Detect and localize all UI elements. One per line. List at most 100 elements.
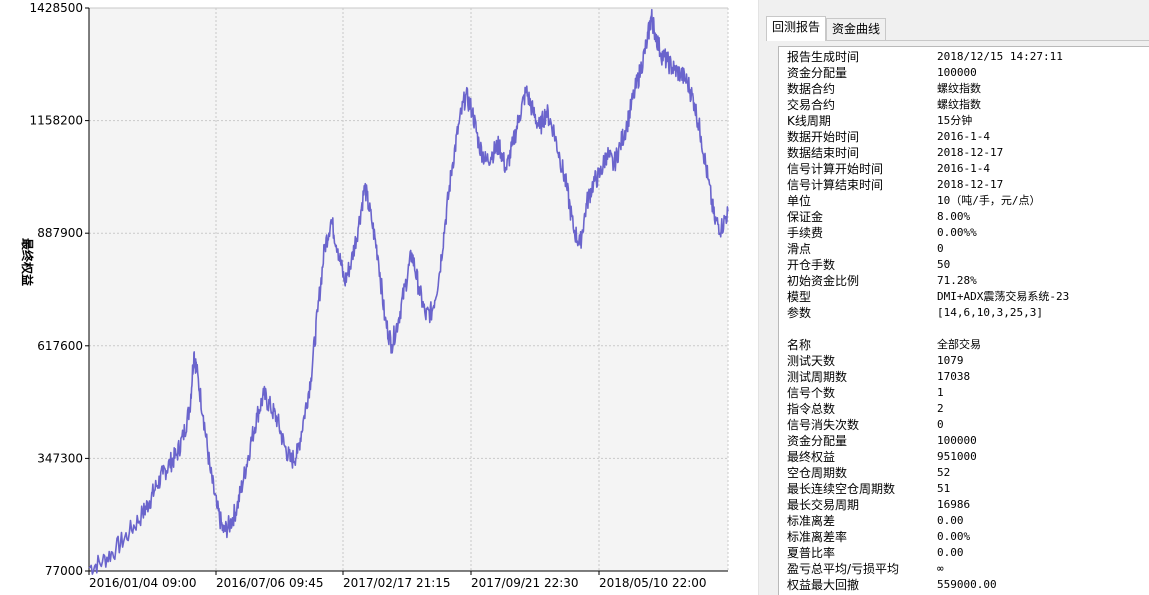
report-value: DMI+ADX震荡交易系统-23 bbox=[937, 290, 1070, 303]
report-row: 信号个数 1 bbox=[787, 385, 1149, 401]
panel-splitter[interactable] bbox=[758, 0, 763, 595]
report-row: 数据合约 螺纹指数 bbox=[787, 81, 1149, 97]
x-tick-label: 2016/07/06 09:45 bbox=[216, 576, 324, 590]
report-value: 0 bbox=[937, 242, 944, 255]
report-value: 951000 bbox=[937, 450, 977, 463]
report-key: 名称 bbox=[787, 338, 812, 352]
report-row: 最长交易周期 16986 bbox=[787, 497, 1149, 513]
report-value: 100000 bbox=[937, 66, 977, 79]
report-row bbox=[787, 321, 1149, 337]
report-row: 滑点 0 bbox=[787, 241, 1149, 257]
report-row: 资金分配量 100000 bbox=[787, 65, 1149, 81]
report-key: 空仓周期数 bbox=[787, 466, 848, 480]
x-tick-label: 2017/02/17 21:15 bbox=[343, 576, 451, 590]
report-key: 测试周期数 bbox=[787, 370, 848, 384]
report-row: 初始资金比例 71.28% bbox=[787, 273, 1149, 289]
report-value: 100000 bbox=[937, 434, 977, 447]
report-row: K线周期 15分钟 bbox=[787, 113, 1149, 129]
report-row: 单位 10（吨/手，元/点） bbox=[787, 193, 1149, 209]
report-value: 全部交易 bbox=[937, 338, 981, 351]
report-key: 资金分配量 bbox=[787, 434, 848, 448]
report-row: 保证金 8.00% bbox=[787, 209, 1149, 225]
report-row: 报告生成时间 2018/12/15 14:27:11 bbox=[787, 49, 1149, 65]
equity-chart: 1428500 1158200 887900 617600 347300 77000 201… bbox=[20, 1, 729, 590]
report-value: 2 bbox=[937, 402, 944, 415]
plot-area bbox=[89, 8, 728, 571]
report-value: 2016-1-4 bbox=[937, 130, 990, 143]
y-tick-label: 347300 bbox=[37, 451, 83, 465]
report-key: 数据合约 bbox=[787, 82, 836, 96]
report-key: 指令总数 bbox=[787, 402, 836, 416]
report-row: 权益最大回撤 559000.00 bbox=[787, 577, 1149, 593]
report-value: 51 bbox=[937, 482, 951, 495]
report-row: 测试周期数 17038 bbox=[787, 369, 1149, 385]
report-key: 手续费 bbox=[787, 226, 824, 240]
tab-equity-curve[interactable]: 资金曲线 bbox=[826, 18, 887, 40]
report-row: 数据开始时间 2016-1-4 bbox=[787, 129, 1149, 145]
report-value: 1079 bbox=[937, 354, 964, 367]
report-value: 52 bbox=[937, 466, 951, 479]
report-key: 夏普比率 bbox=[787, 546, 836, 560]
report-value: 15分钟 bbox=[937, 114, 973, 127]
report-key: 信号消失次数 bbox=[787, 418, 860, 432]
report-row: 夏普比率 0.00 bbox=[787, 545, 1149, 561]
report-list[interactable]: 报告生成时间 2018/12/15 14:27:11 资金分配量 100000 数据合约… bbox=[778, 46, 1149, 595]
report-key: 数据开始时间 bbox=[787, 130, 860, 144]
report-key: 参数 bbox=[787, 306, 812, 320]
y-tick-label: 1428500 bbox=[30, 1, 83, 15]
report-row: 标准离差 0.00 bbox=[787, 513, 1149, 529]
report-value: 2016-1-4 bbox=[937, 162, 990, 175]
report-row: 开仓手数 50 bbox=[787, 257, 1149, 273]
report-row: 指令总数 2 bbox=[787, 401, 1149, 417]
report-value: 螺纹指数 bbox=[937, 98, 981, 111]
tab-backtest-report[interactable]: 回测报告 bbox=[766, 16, 827, 41]
equity-chart-panel: 1428500 1158200 887900 617600 347300 77000 201… bbox=[20, 1, 729, 590]
report-key: 信号计算开始时间 bbox=[787, 162, 884, 176]
report-row: 标准离差率 0.00% bbox=[787, 529, 1149, 545]
report-value: 10（吨/手，元/点） bbox=[937, 194, 1041, 207]
report-key: 权益最大回撤 bbox=[787, 578, 860, 592]
tab-divider bbox=[766, 40, 1149, 41]
report-key: 开仓手数 bbox=[787, 258, 836, 272]
x-tick-label: 2017/09/21 22:30 bbox=[471, 576, 579, 590]
report-row: 数据结束时间 2018-12-17 bbox=[787, 145, 1149, 161]
report-row: 信号消失次数 0 bbox=[787, 417, 1149, 433]
report-value: 0.00 bbox=[937, 546, 964, 559]
report-row: 交易合约 螺纹指数 bbox=[787, 97, 1149, 113]
report-value: 1 bbox=[937, 386, 944, 399]
report-key: 单位 bbox=[787, 194, 812, 208]
report-key: 盈亏总平均/亏损平均 bbox=[787, 562, 900, 576]
report-rows: 报告生成时间 2018/12/15 14:27:11 资金分配量 100000 数据合约… bbox=[787, 49, 1149, 593]
report-key: 最长连续空仓周期数 bbox=[787, 482, 896, 496]
report-key: 交易合约 bbox=[787, 98, 836, 112]
x-tick-label: 2018/05/10 22:00 bbox=[599, 576, 707, 590]
report-key: 信号个数 bbox=[787, 386, 836, 400]
report-value: 2018-12-17 bbox=[937, 178, 1004, 191]
report-key: 保证金 bbox=[787, 210, 824, 224]
report-value: 0.00 bbox=[937, 514, 964, 527]
report-value: 71.28% bbox=[937, 274, 977, 287]
report-key: 标准离差率 bbox=[787, 530, 848, 544]
report-value: 0.00%% bbox=[937, 226, 977, 239]
report-row: 名称 全部交易 bbox=[787, 337, 1149, 353]
y-tick-label: 887900 bbox=[37, 226, 83, 240]
report-value: 50 bbox=[937, 258, 951, 271]
y-axis-label: 最终权益 bbox=[20, 238, 35, 286]
report-key: 最终权益 bbox=[787, 450, 836, 464]
report-value: 0 bbox=[937, 418, 944, 431]
report-value: 螺纹指数 bbox=[937, 82, 981, 95]
report-value: [14,6,10,3,25,3] bbox=[937, 306, 1043, 319]
report-key: 标准离差 bbox=[787, 514, 836, 528]
report-row: 信号计算结束时间 2018-12-17 bbox=[787, 177, 1149, 193]
report-row: 手续费 0.00%% bbox=[787, 225, 1149, 241]
report-key: 模型 bbox=[787, 290, 812, 304]
report-row: 模型 DMI+ADX震荡交易系统-23 bbox=[787, 289, 1149, 305]
report-key: 滑点 bbox=[787, 242, 812, 256]
report-key: K线周期 bbox=[787, 114, 831, 128]
report-key: 初始资金比例 bbox=[787, 274, 860, 288]
report-value: 2018-12-17 bbox=[937, 146, 1004, 159]
report-value: 559000.00 bbox=[937, 578, 997, 591]
y-tick-label: 1158200 bbox=[30, 114, 83, 128]
report-row: 信号计算开始时间 2016-1-4 bbox=[787, 161, 1149, 177]
report-row: 最长连续空仓周期数 51 bbox=[787, 481, 1149, 497]
